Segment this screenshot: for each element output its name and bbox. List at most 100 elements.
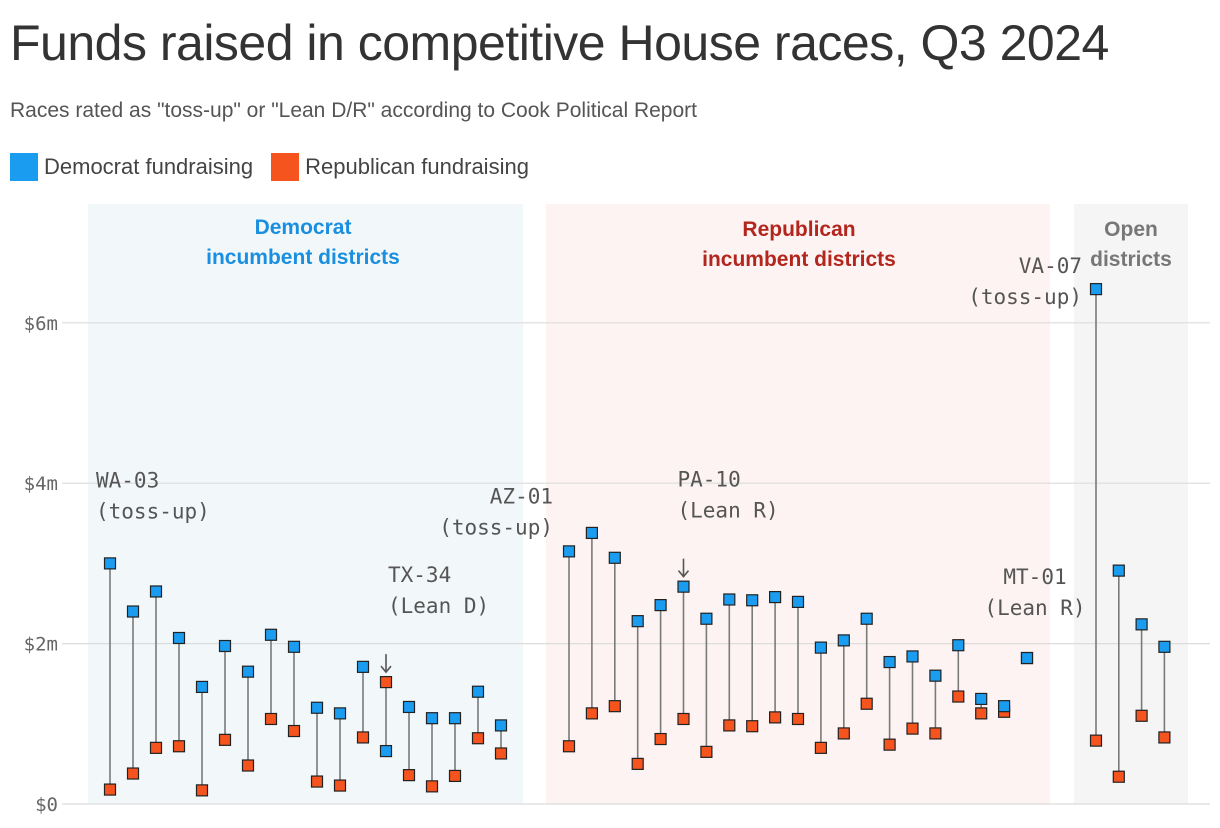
dem-point xyxy=(425,712,439,725)
rep-point xyxy=(402,769,416,782)
panel-dem xyxy=(88,204,523,804)
annotation-sublabel: (toss-up) xyxy=(439,515,553,539)
rep-point xyxy=(310,775,324,788)
rep-point xyxy=(264,712,278,726)
rep-point xyxy=(241,759,255,772)
rep-point xyxy=(1112,770,1125,783)
rep-point xyxy=(906,722,919,735)
legend: Democrat fundraising Republican fundrais… xyxy=(10,153,547,181)
annotation-sublabel: (Lean R) xyxy=(678,499,779,523)
rep-point xyxy=(791,712,805,726)
panel-label-rep-line1: Republican xyxy=(742,218,855,241)
dem-point xyxy=(746,594,759,607)
dem-point xyxy=(241,665,255,678)
annotation-arrow xyxy=(677,558,690,578)
rep-point xyxy=(585,707,599,720)
dem-point xyxy=(287,640,301,653)
dem-point xyxy=(402,700,416,714)
rep-point xyxy=(333,779,347,792)
dem-point xyxy=(448,712,462,725)
dem-point xyxy=(126,605,140,618)
rep-point xyxy=(837,727,850,740)
annotation-label: PA-10 xyxy=(678,468,741,492)
panel-label-open-line1: Open xyxy=(1104,218,1158,241)
dem-point xyxy=(837,634,850,647)
rep-point xyxy=(1158,731,1171,744)
panel-open xyxy=(1074,204,1188,804)
annotation-sublabel: (toss-up) xyxy=(968,285,1082,309)
legend-label-rep: Republican fundraising xyxy=(305,154,529,179)
dem-point xyxy=(677,580,690,593)
dem-point xyxy=(814,641,828,654)
dem-point xyxy=(379,744,393,758)
dem-point xyxy=(952,639,965,652)
y-tick-label: $0 xyxy=(35,794,58,816)
dem-point xyxy=(471,685,485,698)
dem-point xyxy=(356,660,370,673)
legend-item-rep: Republican fundraising xyxy=(271,153,529,181)
rep-point xyxy=(929,727,942,740)
annotation-arrow xyxy=(380,654,392,674)
rep-point xyxy=(425,780,439,793)
dem-point xyxy=(975,692,988,706)
rep-point xyxy=(1135,709,1148,722)
annotation-label: AZ-01 xyxy=(490,484,553,508)
gridlines: $0 $2m $4m $6m xyxy=(24,313,1210,816)
dem-point xyxy=(103,557,117,570)
rep-point xyxy=(814,741,828,754)
dem-point xyxy=(768,590,782,604)
dem-point xyxy=(997,700,1011,713)
dem-point xyxy=(562,545,576,558)
legend-item-dem: Democrat fundraising xyxy=(10,153,253,181)
rep-point xyxy=(126,767,140,780)
dem-point xyxy=(149,585,163,598)
rep-point xyxy=(654,732,667,746)
dem-point xyxy=(310,701,324,714)
chart-subtitle: Races rated as "toss-up" or "Lean D/R" a… xyxy=(10,99,697,122)
dem-point xyxy=(1089,283,1103,296)
rep-point xyxy=(1089,734,1103,747)
annotations: WA-03 (toss-up) TX-34 (Lean D) AZ-01 (toss-up… xyxy=(96,254,1086,674)
rep-point xyxy=(975,707,988,720)
dem-point xyxy=(218,639,232,653)
rep-point xyxy=(218,733,232,746)
dem-point xyxy=(1112,564,1125,577)
panel-label-open-line2: districts xyxy=(1090,248,1172,271)
dem-point xyxy=(608,551,621,564)
panel-label-rep-line2: incumbent districts xyxy=(702,248,896,271)
dem-point xyxy=(333,707,347,720)
rep-point xyxy=(448,769,462,783)
legend-swatch-rep xyxy=(271,153,300,181)
annotation-label: MT-01 xyxy=(1003,565,1066,589)
annotation-sublabel: (toss-up) xyxy=(96,499,210,523)
rep-point xyxy=(356,731,370,744)
dem-point xyxy=(264,628,278,641)
rep-point xyxy=(883,738,896,751)
y-tick-label: $6m xyxy=(24,313,58,335)
rep-point xyxy=(677,712,690,726)
legend-swatch-dem xyxy=(10,153,38,181)
annotation-sublabel: (Lean R) xyxy=(984,596,1085,620)
dem-point xyxy=(700,612,713,625)
dem-point xyxy=(1020,651,1034,665)
dem-point xyxy=(929,669,942,682)
rep-point xyxy=(471,732,485,745)
dem-point xyxy=(585,526,599,540)
rep-point xyxy=(768,711,782,724)
dem-point xyxy=(195,680,209,694)
legend-label-dem: Democrat fundraising xyxy=(44,154,254,179)
rep-point xyxy=(287,724,301,738)
rep-point xyxy=(562,740,576,753)
rep-point xyxy=(608,700,621,713)
dem-point xyxy=(791,595,805,608)
rep-point xyxy=(195,784,209,797)
dem-point xyxy=(860,612,873,625)
dem-point xyxy=(494,719,508,732)
rep-point xyxy=(746,720,759,733)
chart-title: Funds raised in competitive House races,… xyxy=(10,15,1109,71)
dem-point xyxy=(172,631,186,645)
rep-point xyxy=(631,757,644,771)
dem-point xyxy=(654,599,667,612)
annotation-label: WA-03 xyxy=(96,468,159,492)
